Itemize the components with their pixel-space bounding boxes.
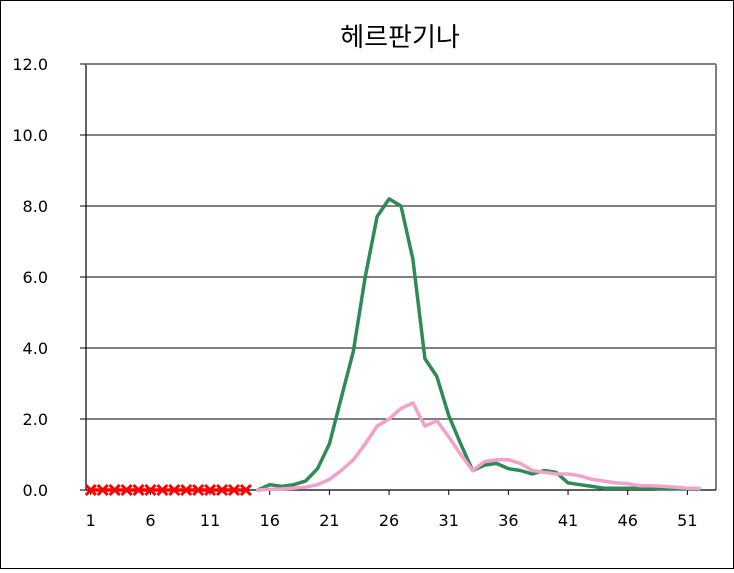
marker-stroke <box>96 483 109 497</box>
marker-stroke <box>227 483 241 497</box>
data-point-marker <box>120 483 133 497</box>
marker-stroke <box>108 483 121 497</box>
y-tick-label: 4.0 <box>23 339 48 358</box>
data-point-marker <box>144 483 157 497</box>
marker-stroke <box>192 483 205 497</box>
x-tick-label: 1 <box>86 511 96 530</box>
marker-stroke <box>84 483 97 497</box>
y-tick-label: 8.0 <box>23 197 48 216</box>
marker-stroke <box>239 483 252 497</box>
data-point-marker <box>156 483 169 497</box>
marker-stroke <box>168 483 181 497</box>
chart-title: 헤르판기나 <box>340 23 460 53</box>
y-tick-label: 0.0 <box>23 481 48 500</box>
data-point-marker <box>132 483 145 497</box>
data-point-marker <box>227 483 241 497</box>
x-tick-label: 26 <box>379 511 399 530</box>
x-tick-label: 21 <box>319 511 339 530</box>
marker-stroke <box>132 483 145 497</box>
data-point-marker <box>180 483 193 497</box>
data-point-marker <box>84 483 97 497</box>
marker-stroke <box>204 483 217 497</box>
data-point-marker <box>168 483 181 497</box>
x-tick-label: 51 <box>677 511 697 530</box>
marker-stroke <box>180 483 193 497</box>
data-point-marker <box>192 483 205 497</box>
marker-stroke <box>144 483 157 497</box>
marker-stroke <box>215 483 229 497</box>
x-tick-label: 36 <box>498 511 518 530</box>
data-point-marker <box>108 483 121 497</box>
y-tick-label: 2.0 <box>23 410 48 429</box>
y-tick-label: 10.0 <box>12 126 48 145</box>
x-tick-label: 46 <box>618 511 638 530</box>
x-tick-label: 6 <box>145 511 155 530</box>
y-tick-label: 12.0 <box>12 55 48 74</box>
x-tick-label: 16 <box>260 511 280 530</box>
series-line-1 <box>256 401 702 492</box>
data-point-marker <box>96 483 109 497</box>
data-point-marker <box>215 483 229 497</box>
data-point-marker <box>204 483 217 497</box>
x-tick-label: 11 <box>200 511 220 530</box>
x-tick-label: 31 <box>439 511 459 530</box>
plot-area: 0.02.04.06.08.010.012.01 6 11 16 21 26 31 36 41 4… <box>12 55 717 530</box>
x-tick-label: 41 <box>558 511 578 530</box>
marker-stroke <box>156 483 169 497</box>
data-point-marker <box>239 483 252 497</box>
y-tick-label: 6.0 <box>23 268 48 287</box>
marker-stroke <box>120 483 133 497</box>
